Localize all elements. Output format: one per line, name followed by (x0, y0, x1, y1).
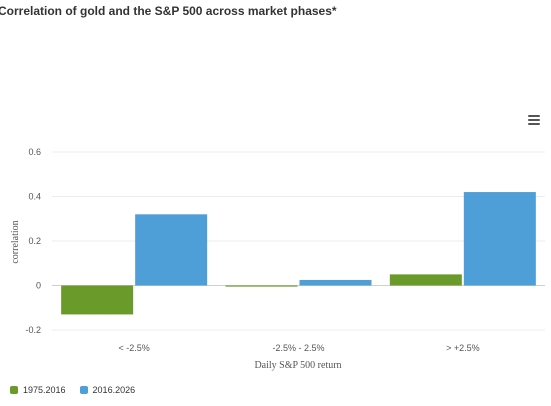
x-axis-ticks: < -2.5% -2.5% - 2.5% > +2.5% (119, 343, 480, 353)
legend-label-series-2: 2016.2026 (92, 385, 136, 395)
y-tick-label: -0.2 (25, 325, 41, 335)
legend: 1975.2016 2016.2026 (10, 385, 149, 395)
legend-item-series-1[interactable]: 1975.2016 (10, 385, 66, 395)
gridlines (52, 151, 545, 331)
chart-title: Correlation of gold and the S&P 500 acro… (0, 4, 337, 18)
y-axis-ticks: -0.2 0 0.2 0.4 0.6 (25, 147, 41, 335)
legend-swatch-series-1 (10, 386, 18, 394)
legend-item-series-2[interactable]: 2016.2026 (79, 385, 136, 395)
y-tick-label: 0.2 (28, 236, 41, 246)
legend-label-series-1: 1975.2016 (23, 385, 66, 395)
legend-swatch-series-2 (79, 386, 88, 394)
x-axis-label: Daily S&P 500 return (254, 360, 341, 371)
x-tick-label: -2.5% - 2.5% (272, 343, 324, 353)
y-tick-label: 0.4 (28, 192, 41, 202)
y-tick-label: 0.6 (28, 147, 41, 157)
x-tick-label: < -2.5% (119, 343, 150, 353)
bar-series-1-category-1[interactable] (61, 285, 134, 315)
y-axis-label: correlation (10, 220, 21, 263)
bar-series-2-category-1[interactable] (135, 214, 208, 286)
y-tick-label: 0 (36, 281, 41, 291)
bar-series-1-category-3[interactable] (389, 274, 462, 286)
bar-series-1-category-2[interactable] (225, 285, 298, 287)
x-tick-label: > +2.5% (446, 343, 480, 353)
bar-series-2-category-2[interactable] (299, 279, 372, 286)
bars (61, 192, 536, 315)
bar-series-2-category-3[interactable] (463, 192, 536, 286)
hamburger-menu-icon[interactable] (528, 114, 542, 126)
